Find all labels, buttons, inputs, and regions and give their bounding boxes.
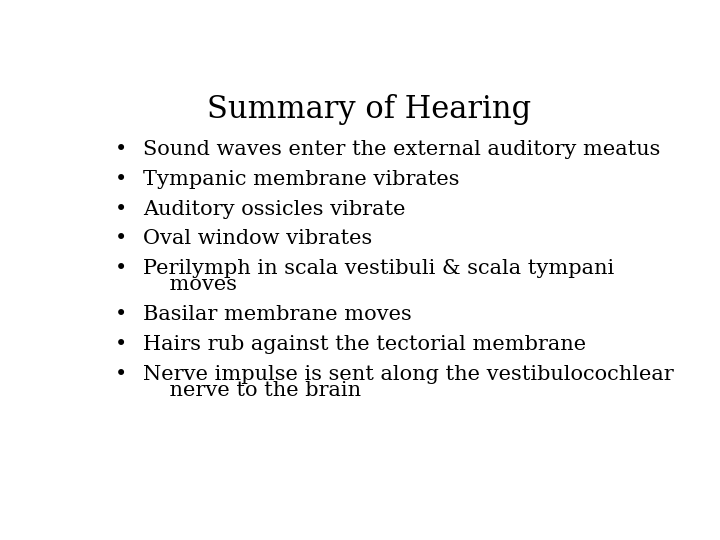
Text: Nerve impulse is sent along the vestibulocochlear: Nerve impulse is sent along the vestibul… — [143, 365, 674, 384]
Text: moves: moves — [143, 275, 237, 294]
Text: •: • — [114, 140, 127, 159]
Text: •: • — [114, 335, 127, 354]
Text: Basilar membrane moves: Basilar membrane moves — [143, 305, 412, 324]
Text: Tympanic membrane vibrates: Tympanic membrane vibrates — [143, 170, 459, 188]
Text: Sound waves enter the external auditory meatus: Sound waves enter the external auditory … — [143, 140, 660, 159]
Text: Oval window vibrates: Oval window vibrates — [143, 230, 372, 248]
Text: •: • — [114, 259, 127, 279]
Text: Perilymph in scala vestibuli & scala tympani: Perilymph in scala vestibuli & scala tym… — [143, 259, 614, 279]
Text: nerve to the brain: nerve to the brain — [143, 381, 361, 400]
Text: •: • — [114, 365, 127, 384]
Text: •: • — [114, 230, 127, 248]
Text: Auditory ossicles vibrate: Auditory ossicles vibrate — [143, 199, 405, 219]
Text: •: • — [114, 305, 127, 324]
Text: Summary of Hearing: Summary of Hearing — [207, 94, 531, 125]
Text: •: • — [114, 170, 127, 188]
Text: Hairs rub against the tectorial membrane: Hairs rub against the tectorial membrane — [143, 335, 586, 354]
Text: •: • — [114, 199, 127, 219]
